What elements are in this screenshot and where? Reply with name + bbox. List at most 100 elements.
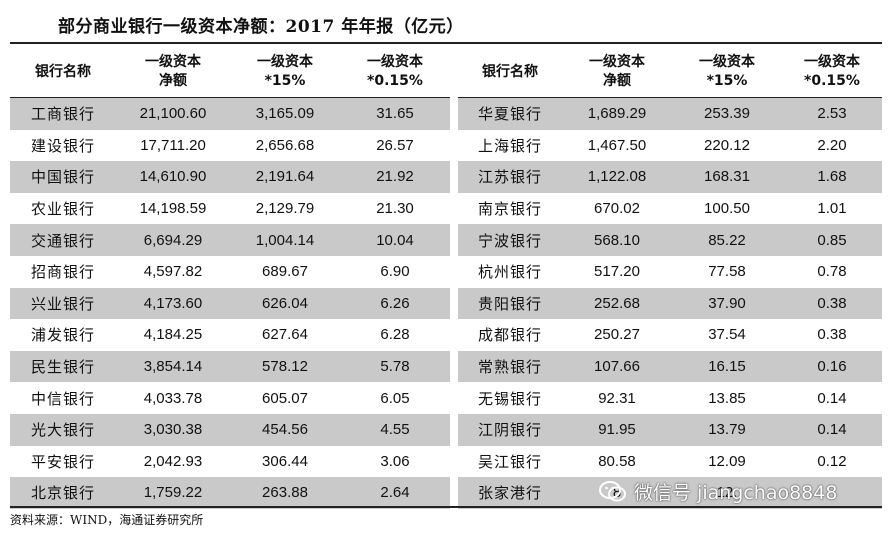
pct15-cell: 3,165.09 bbox=[230, 97, 340, 130]
pct15-cell: 12.09 bbox=[708, 452, 746, 470]
capital-cell: 4,033.78 bbox=[143, 389, 203, 407]
pct15-cell: 220.12 bbox=[704, 136, 750, 154]
bank-name-cell: 中信银行 bbox=[30, 389, 95, 408]
bank-name-cell: 上海银行 bbox=[477, 136, 542, 155]
capital-cell: 670.02 bbox=[594, 200, 640, 218]
bank-name-cell: 宁波银行 bbox=[458, 224, 562, 256]
table-row: 招商银行 4,597.82 689.67 6.90 杭州银行 517.20 77.58 0.7… bbox=[10, 255, 882, 288]
table-header-row: 银行名称 一级资本 净额 一级资本 *15% 一级资本 *0.15% 银行名称 一级资… bbox=[10, 47, 882, 98]
pct015-cell: 3.06 bbox=[380, 452, 410, 470]
pct015-cell: 2.20 bbox=[817, 136, 847, 154]
capital-cell: 252.68 bbox=[562, 287, 672, 320]
column-gap bbox=[450, 192, 458, 225]
pct015-cell: 5.78 bbox=[340, 350, 450, 383]
pct015-cell: 0.16 bbox=[782, 350, 882, 383]
capital-cell: 3,854.14 bbox=[116, 350, 230, 383]
table-row: 工商银行 21,100.60 3,165.09 31.65 华夏银行 1,689.29 25… bbox=[10, 97, 882, 130]
bank-name-cell: 杭州银行 bbox=[477, 263, 542, 282]
bank-name-cell: 民生银行 bbox=[10, 350, 116, 383]
column-gap bbox=[450, 445, 458, 478]
pct015-cell: 6.28 bbox=[380, 326, 410, 344]
header-capital-right: 一级资本 净额 bbox=[562, 47, 672, 98]
capital-cell: 6,694.29 bbox=[116, 224, 230, 256]
pct15-cell: 2,191.64 bbox=[230, 161, 340, 193]
pct15-cell: 605.07 bbox=[262, 389, 308, 407]
capital-cell: 14,610.90 bbox=[116, 161, 230, 193]
pct015-cell: 21.30 bbox=[376, 200, 414, 218]
bank-name-cell: 吴江银行 bbox=[477, 452, 542, 471]
pct015-cell: 0.78 bbox=[817, 263, 847, 281]
bank-name-cell: 招商银行 bbox=[30, 263, 95, 282]
pct15-cell: 100.50 bbox=[704, 200, 750, 218]
bank-name-cell: 南京银行 bbox=[477, 200, 542, 219]
header-bank-name-right: 银行名称 bbox=[458, 47, 562, 98]
column-gap bbox=[450, 287, 458, 320]
capital-cell: 1,689.29 bbox=[562, 97, 672, 130]
table-row: 中信银行 4,033.78 605.07 6.05 无锡银行 92.31 13.85 0.14 bbox=[10, 382, 882, 414]
capital-cell: 107.66 bbox=[562, 350, 672, 383]
pct015-cell: 4.55 bbox=[340, 413, 450, 446]
table-row: 光大银行 3,030.38 454.56 4.55 江阴银行 91.95 13.79 0.14 bbox=[10, 413, 882, 446]
column-gap bbox=[450, 97, 458, 130]
table-row: 建设银行 17,711.20 2,656.68 26.57 上海银行 1,467.50 22… bbox=[10, 129, 882, 162]
pct15-cell: 1,004.14 bbox=[230, 224, 340, 256]
capital-cell: 250.27 bbox=[594, 326, 640, 344]
column-gap bbox=[450, 319, 458, 351]
capital-table: 银行名称 一级资本 净额 一级资本 *15% 一级资本 *0.15% 银行名称 一级资… bbox=[10, 47, 882, 509]
capital-cell: 4,597.82 bbox=[143, 263, 203, 281]
table-row: 浦发银行 4,184.25 627.64 6.28 成都银行 250.27 37.54 0.3… bbox=[10, 319, 882, 351]
capital-cell: 21,100.60 bbox=[116, 97, 230, 130]
bank-name-cell: 兴业银行 bbox=[10, 287, 116, 320]
bank-name-cell: 交通银行 bbox=[10, 224, 116, 256]
pct15-cell: 168.31 bbox=[672, 161, 782, 193]
pct15-cell: 263.88 bbox=[230, 477, 340, 509]
capital-cell: 1,122.08 bbox=[562, 161, 672, 193]
pct015-cell bbox=[782, 477, 882, 509]
header-bank-name: 银行名称 bbox=[10, 47, 116, 98]
pct015-cell: 0.14 bbox=[817, 389, 847, 407]
pct015-cell: 1.01 bbox=[817, 200, 847, 218]
bank-name-cell: 成都银行 bbox=[477, 326, 542, 345]
pct15-cell: 85.22 bbox=[672, 224, 782, 256]
pct015-cell: 26.57 bbox=[376, 136, 414, 154]
wechat-icon bbox=[599, 480, 626, 501]
watermark-text: 微信号 jiangchao8848 bbox=[634, 482, 838, 504]
pct15-cell: 13.85 bbox=[708, 389, 746, 407]
pct015-cell: 10.04 bbox=[340, 224, 450, 256]
bank-name-cell: 建设银行 bbox=[30, 136, 95, 155]
capital-cell: 14,198.59 bbox=[139, 200, 207, 218]
pct15-cell: 77.58 bbox=[708, 263, 746, 281]
pct15-cell: 689.67 bbox=[262, 263, 308, 281]
capital-cell: 1,759.22 bbox=[116, 477, 230, 509]
header-015pct: 一级资本 *0.15% bbox=[340, 47, 450, 98]
pct15-cell: 12. bbox=[672, 477, 782, 509]
pct015-cell: 21.92 bbox=[340, 161, 450, 193]
column-gap bbox=[450, 47, 458, 98]
bank-name-cell: 江阴银行 bbox=[458, 413, 562, 446]
table-row: 民生银行 3,854.14 578.12 5.78 常熟银行 107.66 16.15 0.1… bbox=[10, 350, 882, 383]
pct015-cell: 0.12 bbox=[817, 452, 847, 470]
table-row: 平安银行 2,042.93 306.44 3.06 吴江银行 80.58 12.09 0.12 bbox=[10, 445, 882, 478]
pct15-cell: 13.79 bbox=[672, 413, 782, 446]
column-gap bbox=[450, 413, 458, 446]
pct15-cell: 2,656.68 bbox=[255, 136, 315, 154]
pct15-cell: 454.56 bbox=[230, 413, 340, 446]
pct15-cell: 627.64 bbox=[262, 326, 308, 344]
pct15-cell: 37.90 bbox=[672, 287, 782, 320]
bank-name-cell: 平安银行 bbox=[30, 452, 95, 471]
capital-cell: 2,042.93 bbox=[143, 452, 203, 470]
table-row: 北京银行 1,759.22 263.88 2.64 张家港行 8 12. bbox=[10, 477, 882, 509]
capital-cell: 1,467.50 bbox=[587, 136, 647, 154]
watermark: 微信号 jiangchao8848 bbox=[598, 478, 837, 505]
bank-name-cell: 常熟银行 bbox=[458, 350, 562, 383]
capital-cell: 17,711.20 bbox=[140, 136, 206, 154]
pct015-cell: 0.85 bbox=[782, 224, 882, 256]
pct15-cell: 626.04 bbox=[230, 287, 340, 320]
bank-name-cell: 北京银行 bbox=[10, 477, 116, 509]
pct015-cell: 1.68 bbox=[782, 161, 882, 193]
pct015-cell: 2.53 bbox=[782, 97, 882, 130]
pct15-cell: 253.39 bbox=[672, 97, 782, 130]
pct15-cell: 306.44 bbox=[262, 452, 308, 470]
bank-name-cell: 工商银行 bbox=[10, 97, 116, 130]
column-gap bbox=[450, 477, 458, 509]
